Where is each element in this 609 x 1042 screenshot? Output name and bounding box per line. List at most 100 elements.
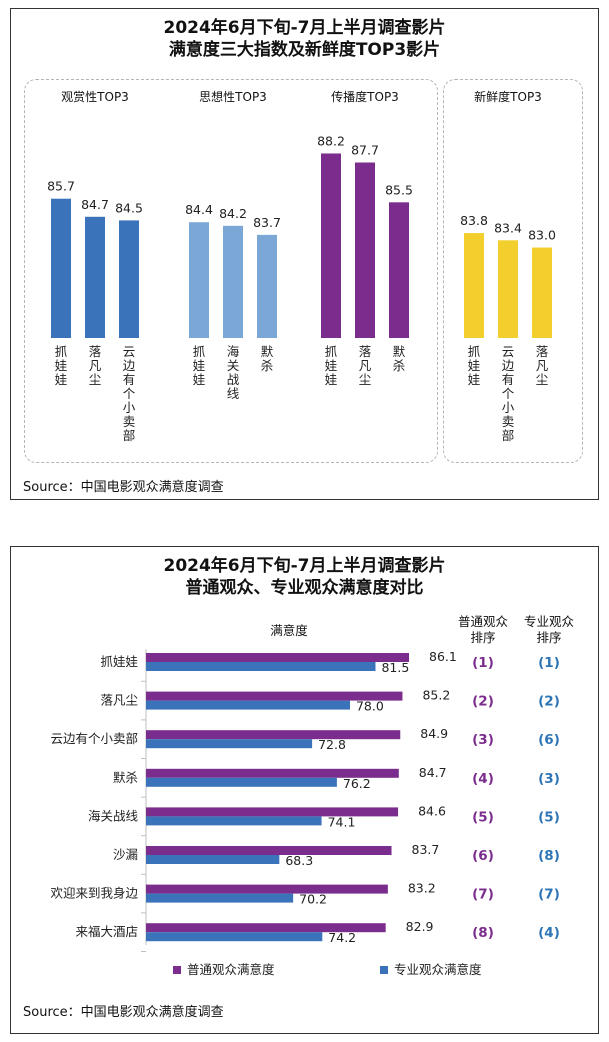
panel2-source: Source：中国电影观众满意度调查 [23,1005,224,1020]
rank-pro-header: 排序 [536,630,561,645]
value-label-pro: 76.2 [343,776,371,791]
bar-value-label: 87.7 [351,143,379,158]
value-label-pro: 74.2 [328,930,356,945]
bar [532,247,552,338]
group-title: 思想性TOP3 [199,89,267,104]
bar-general [146,768,399,778]
bar-general [146,691,403,701]
legend-label-general: 普通观众满意度 [187,962,275,977]
rank-pro: (6) [538,732,560,748]
category-label: 欢迎来到我身边 [50,886,138,901]
value-label-general: 82.9 [406,919,434,934]
bar-value-label: 83.4 [494,220,522,235]
bar [498,240,518,338]
panel1-source: Source：中国电影观众满意度调查 [23,480,224,495]
bar [257,234,277,338]
bar-general [146,653,409,662]
category-label: 沙漏 [113,847,138,862]
value-label-general: 84.7 [419,765,447,780]
rank-general: (8) [472,925,494,941]
category-label: 云边有个小卖部 [50,731,138,746]
bar [321,153,341,338]
panel1-title-line1: 2024年6月下旬-7月上半月调查影片 [163,18,446,38]
value-label-general: 83.2 [408,881,436,896]
rank-general: (1) [472,655,494,671]
value-label-pro: 70.2 [299,892,327,907]
bar-general [146,730,401,740]
category-label: 海关战线 [227,344,240,401]
category-label: 云边有个小卖部 [502,344,515,443]
rank-general: (2) [472,694,494,710]
value-label-pro: 72.8 [318,737,346,752]
rank-general-header: 排序 [470,630,495,645]
value-label-pro: 81.5 [381,660,409,675]
rank-pro: (4) [538,925,560,941]
bar-pro [146,893,294,903]
rank-pro: (3) [538,771,560,787]
category-label: 默杀 [393,344,406,373]
bar-general [146,846,392,855]
category-label: 抓娃娃 [55,344,68,387]
bar-pro [146,816,322,826]
value-label-general: 84.9 [420,726,448,741]
three-indices-box [24,79,438,463]
rank-pro-header: 专业观众 [524,614,574,629]
category-label: 落凡尘 [89,344,102,387]
legend-swatch-pro [380,966,388,974]
value-label-pro: 78.0 [356,699,384,714]
bar-value-label: 85.7 [47,179,75,194]
bar [389,202,409,338]
category-label: 抓娃娃 [193,344,206,387]
bar-value-label: 84.4 [185,202,213,217]
category-label: 抓娃娃 [468,344,481,387]
rank-pro: (7) [538,887,560,903]
bar-value-label: 83.8 [460,213,488,228]
rank-general: (4) [472,771,494,787]
bar [355,162,375,338]
bar-value-label: 88.2 [317,133,345,148]
category-label: 默杀 [113,770,138,785]
bar-general [146,923,386,933]
bar-value-label: 84.7 [81,197,109,212]
bar-value-label: 83.7 [253,215,281,230]
category-label: 落凡尘 [536,344,549,387]
bar-pro [146,932,323,942]
category-label: 来福大酒店 [75,924,138,939]
rank-pro: (1) [538,655,560,671]
top3-indices-panel: 2024年6月下旬-7月上半月调查影片 满意度三大指数及新鲜度TOP3影片 观赏… [10,8,599,500]
satisfaction-header: 满意度 [270,623,308,638]
value-label-pro: 68.3 [285,853,313,868]
category-label: 抓娃娃 [325,344,338,387]
bar-general [146,884,388,894]
bar [189,222,209,338]
bar-value-label: 84.2 [219,206,247,221]
legend-label-pro: 专业观众满意度 [394,962,482,977]
bar-value-label: 85.5 [385,182,413,197]
legend-swatch-general [173,966,181,974]
group-title: 新鲜度TOP3 [474,89,542,104]
value-label-general: 85.2 [422,688,450,703]
group-title: 传播度TOP3 [331,89,399,104]
category-label: 抓娃娃 [100,654,138,669]
category-label: 落凡尘 [359,344,372,387]
bar-general [146,807,399,817]
panel1-title-line2: 满意度三大指数及新鲜度TOP3影片 [168,40,441,60]
rank-general: (7) [472,887,494,903]
bar-pro [146,777,337,787]
bar-pro [146,739,313,749]
bar [464,233,484,338]
rank-pro: (5) [538,809,560,825]
rank-general: (3) [472,732,494,748]
bar [223,225,243,338]
rank-pro: (8) [538,848,560,864]
value-label-general: 84.6 [418,803,446,818]
category-label: 云边有个小卖部 [123,344,136,443]
category-label: 默杀 [261,344,274,373]
group-title: 观赏性TOP3 [61,90,129,104]
top3-bar-chart: 观赏性TOP3 85.7 抓娃娃 84.7 落凡尘 84.5 云边有个小卖部 思想性TOP3 8… [47,89,556,443]
audience-comparison-panel: 2024年6月下旬-7月上半月调查影片 普通观众、专业观众满意度对比 满意度 普通… [10,546,599,1034]
category-label: 落凡尘 [100,693,138,708]
rank-pro: (2) [538,694,560,710]
bar-pro [146,700,350,710]
